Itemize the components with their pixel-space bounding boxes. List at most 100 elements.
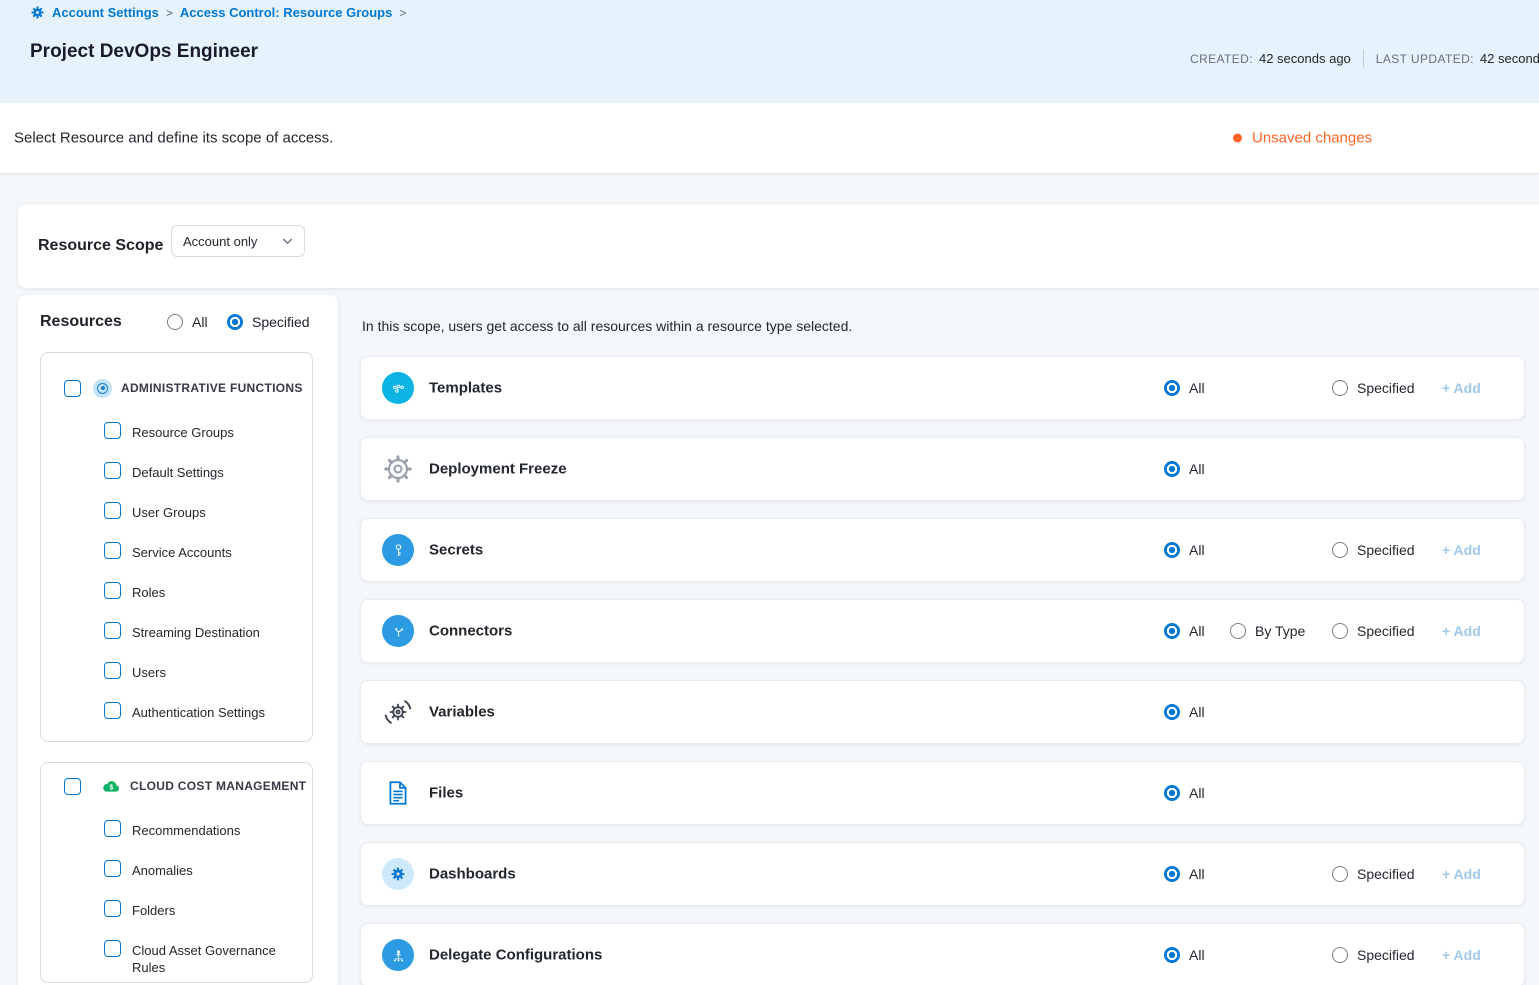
resource-scope-dropdown[interactable]: Account only [171,225,305,257]
option-all[interactable]: All [1164,947,1205,963]
add-link[interactable]: + Add [1442,542,1481,558]
resource-row-variables: Variables All [360,680,1525,744]
variables-gear-icon [382,696,414,728]
item-checkbox[interactable] [104,582,121,599]
created-updated-meta: CREATED: 42 seconds ago LAST UPDATED: 42… [1190,50,1539,67]
group-cloud-cost-management: $ CLOUD COST MANAGEMENT Recommendations … [40,762,313,983]
radio-on-icon[interactable] [1164,785,1180,801]
option-label: All [1189,380,1205,396]
radio-on-icon[interactable] [1164,461,1180,477]
item-checkbox[interactable] [104,542,121,559]
option-all[interactable]: All [1164,866,1205,882]
breadcrumb-separator: > [165,5,173,20]
resources-radio-all-label: All [192,314,208,330]
option-all[interactable]: All [1164,623,1205,639]
unsaved-changes-indicator: Unsaved changes [1233,130,1372,147]
radio-on-icon[interactable] [1164,380,1180,396]
item-checkbox[interactable] [104,662,121,679]
group-checkbox[interactable] [64,777,81,795]
radio-off-icon[interactable] [1230,623,1246,639]
option-specified[interactable]: Specified [1332,623,1415,639]
item-label: Cloud Asset Governance Rules [132,943,276,975]
resources-radio-all[interactable]: All [167,314,208,330]
sidebar-item-streaming-destination: Streaming Destination [41,611,312,651]
radio-on-icon[interactable] [1164,947,1180,963]
dashboards-gear-icon [382,858,414,890]
resource-scope-selected: Account only [183,233,258,249]
add-link[interactable]: + Add [1442,866,1481,882]
radio-off-icon[interactable] [1332,947,1348,963]
radio-on-icon[interactable] [227,314,243,330]
item-label: User Groups [132,505,206,520]
radio-on-icon[interactable] [1164,704,1180,720]
sidebar-item-cloud-asset-governance-rules: Cloud Asset Governance Rules [41,929,312,976]
resource-scope-panel: Resource Scope Account only [18,204,1539,288]
radio-off-icon[interactable] [1332,866,1348,882]
item-checkbox[interactable] [104,702,121,719]
deployment-freeze-gear-icon [382,453,414,485]
option-all[interactable]: All [1164,785,1205,801]
item-checkbox[interactable] [104,502,121,519]
sidebar-item-roles: Roles [41,571,312,611]
radio-on-icon[interactable] [1164,623,1180,639]
delegate-configurations-icon [382,939,414,971]
row-label: Templates [429,379,503,397]
item-checkbox[interactable] [104,422,121,439]
radio-off-icon[interactable] [1332,623,1348,639]
add-link[interactable]: + Add [1442,947,1481,963]
option-specified[interactable]: Specified [1332,380,1415,396]
option-label: All [1189,623,1205,639]
option-specified[interactable]: Specified [1332,947,1415,963]
option-all[interactable]: All [1164,704,1205,720]
unsaved-label: Unsaved changes [1252,129,1373,147]
group-administrative-functions: ADMINISTRATIVE FUNCTIONS Resource Groups… [40,352,313,742]
files-document-icon [382,777,414,809]
option-all[interactable]: All [1164,380,1205,396]
item-checkbox[interactable] [104,622,121,639]
item-label: Resource Groups [132,425,234,440]
resource-types-main: In this scope, users get access to all r… [360,310,1525,985]
resources-radio-specified[interactable]: Specified [227,314,310,330]
option-label: All [1189,866,1205,882]
row-label: Variables [429,703,495,721]
option-all[interactable]: All [1164,461,1205,477]
item-label: Folders [132,903,176,918]
item-checkbox[interactable] [104,900,121,917]
item-checkbox[interactable] [104,820,121,837]
radio-on-icon[interactable] [1164,542,1180,558]
item-label: Service Accounts [132,545,232,560]
radio-off-icon[interactable] [1332,380,1348,396]
scope-intro-text: In this scope, users get access to all r… [362,318,853,334]
option-specified[interactable]: Specified [1332,866,1415,882]
item-label: Roles [132,585,166,600]
option-label: All [1189,542,1205,558]
sidebar-item-recommendations: Recommendations [41,809,312,849]
item-label: Streaming Destination [132,625,260,640]
created-label: CREATED: [1190,51,1253,66]
radio-off-icon[interactable] [1332,542,1348,558]
add-link[interactable]: + Add [1442,380,1481,396]
item-checkbox[interactable] [104,940,121,957]
templates-icon [382,372,414,404]
breadcrumb-account-settings[interactable]: Account Settings [52,5,159,20]
item-label: Recommendations [132,823,241,838]
item-checkbox[interactable] [104,462,121,479]
radio-off-icon[interactable] [167,314,183,330]
item-checkbox[interactable] [104,860,121,877]
row-label: Secrets [429,541,484,559]
svg-text:$: $ [109,783,113,791]
sidebar-item-resource-groups: Resource Groups [41,411,312,451]
last-updated-label: LAST UPDATED: [1375,51,1474,66]
row-label: Delegate Configurations [429,946,603,964]
group-header: ADMINISTRATIVE FUNCTIONS [41,373,312,403]
add-link[interactable]: + Add [1442,623,1481,639]
option-by-type[interactable]: By Type [1230,623,1305,639]
option-specified[interactable]: Specified [1332,542,1415,558]
option-label: All [1189,785,1205,801]
option-all[interactable]: All [1164,542,1205,558]
radio-on-icon[interactable] [1164,866,1180,882]
breadcrumb-access-control[interactable]: Access Control: Resource Groups [179,5,393,20]
option-label: Specified [1357,866,1415,882]
item-label: Anomalies [132,863,193,878]
group-checkbox[interactable] [64,379,81,397]
